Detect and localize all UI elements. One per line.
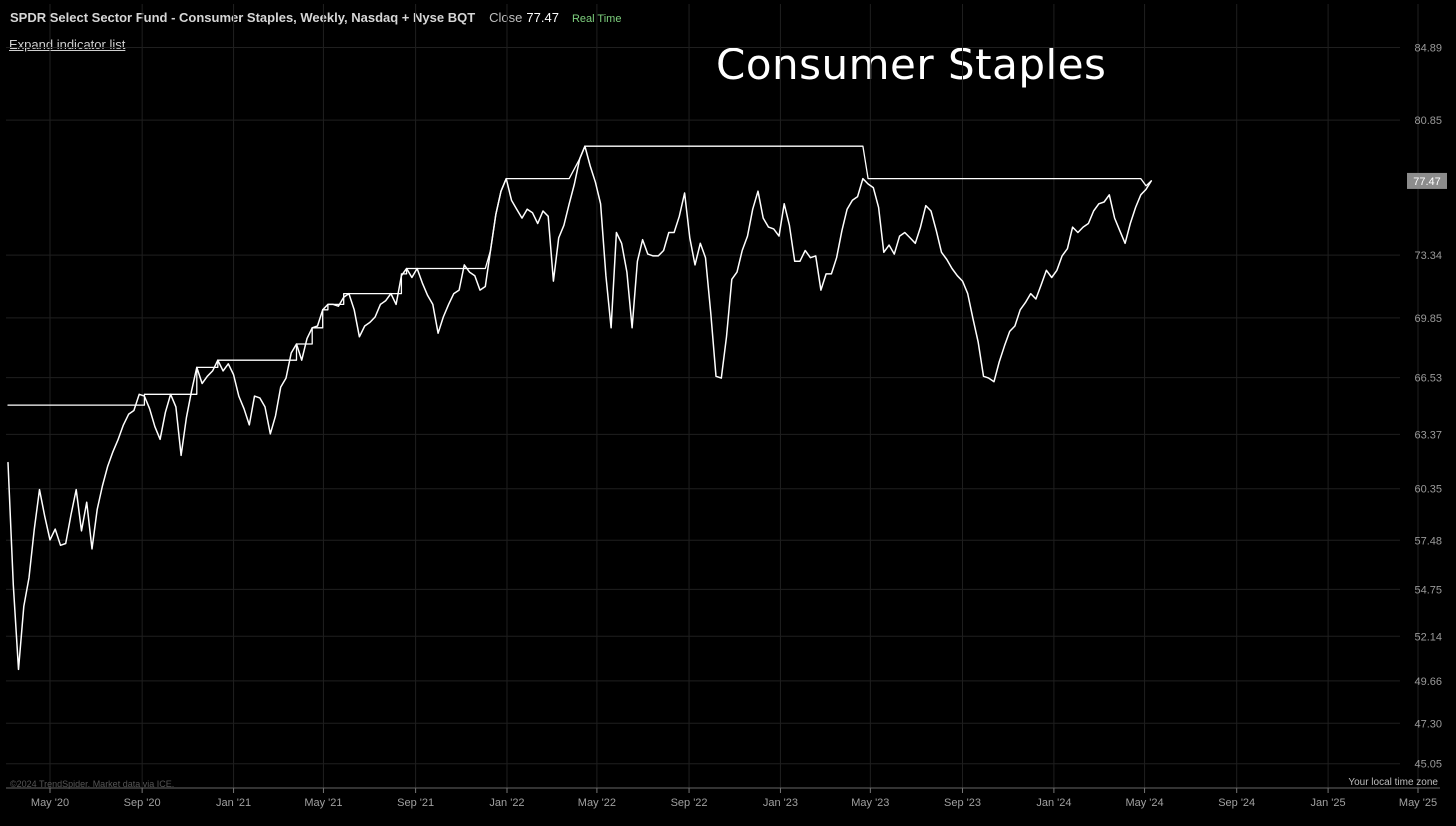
x-tick-label: Jan '25 [1311, 797, 1346, 809]
x-tick-label: Jan '21 [216, 797, 251, 809]
y-tick-label: 66.53 [1414, 373, 1442, 385]
y-tick-label: 54.75 [1414, 584, 1442, 596]
symbol-title[interactable]: SPDR Select Sector Fund - Consumer Stapl… [10, 10, 476, 25]
series-line-running-high [7, 145, 1152, 406]
close-value: 77.47 [526, 10, 559, 25]
y-tick-label: 63.37 [1414, 429, 1442, 441]
x-tick-label: May '23 [851, 797, 889, 809]
x-tick-label: Jan '23 [763, 797, 798, 809]
series-line-close [7, 145, 1153, 671]
x-tick-label: Sep '22 [671, 797, 708, 809]
y-tick-label: 47.30 [1414, 718, 1442, 730]
y-tick-label: 73.34 [1414, 250, 1442, 262]
current-price-label: 77.47 [1413, 176, 1441, 188]
x-tick-label: May '20 [31, 797, 69, 809]
y-tick-label: 45.05 [1414, 759, 1442, 771]
x-tick-label: May '22 [578, 797, 616, 809]
y-tick-label: 84.89 [1414, 43, 1442, 55]
timezone-label[interactable]: Your local time zone [1348, 777, 1438, 788]
x-tick-label: Sep '20 [124, 797, 161, 809]
y-tick-label: 60.35 [1414, 484, 1442, 496]
x-tick-label: May '25 [1399, 797, 1437, 809]
y-tick-label: 49.66 [1414, 676, 1442, 688]
y-tick-label: 69.85 [1414, 313, 1442, 325]
y-tick-label: 52.14 [1414, 631, 1442, 643]
current-price-marker [1407, 172, 1447, 189]
price-axis[interactable]: 84.89 80.85 73.34 69.85 66.53 63.37 60.35 57.48… [1407, 43, 1447, 771]
expand-indicator-list-link[interactable]: Expand indicator list [9, 37, 126, 52]
x-tick-label: Sep '24 [1218, 797, 1255, 809]
x-tick-label: Sep '21 [397, 797, 434, 809]
y-tick-label: 80.85 [1414, 115, 1442, 127]
x-tick-label: Sep '23 [944, 797, 981, 809]
chart-grid [6, 4, 1419, 788]
x-tick-label: Jan '22 [489, 797, 524, 809]
chart-overlay-title: Consumer Staples [716, 40, 1107, 89]
plot-area [7, 145, 1153, 671]
time-axis[interactable]: May '20 Sep '20 Jan '21 May '21 Sep '21 Jan '… [6, 787, 1440, 809]
x-tick-label: May '21 [304, 797, 342, 809]
y-tick-label: 57.48 [1414, 535, 1442, 547]
x-tick-label: Jan '24 [1036, 797, 1071, 809]
x-tick-label: May '24 [1125, 797, 1163, 809]
close-label: Close [489, 10, 523, 25]
copyright-notice: ©2024 TrendSpider. Market data via ICE. [10, 779, 175, 789]
